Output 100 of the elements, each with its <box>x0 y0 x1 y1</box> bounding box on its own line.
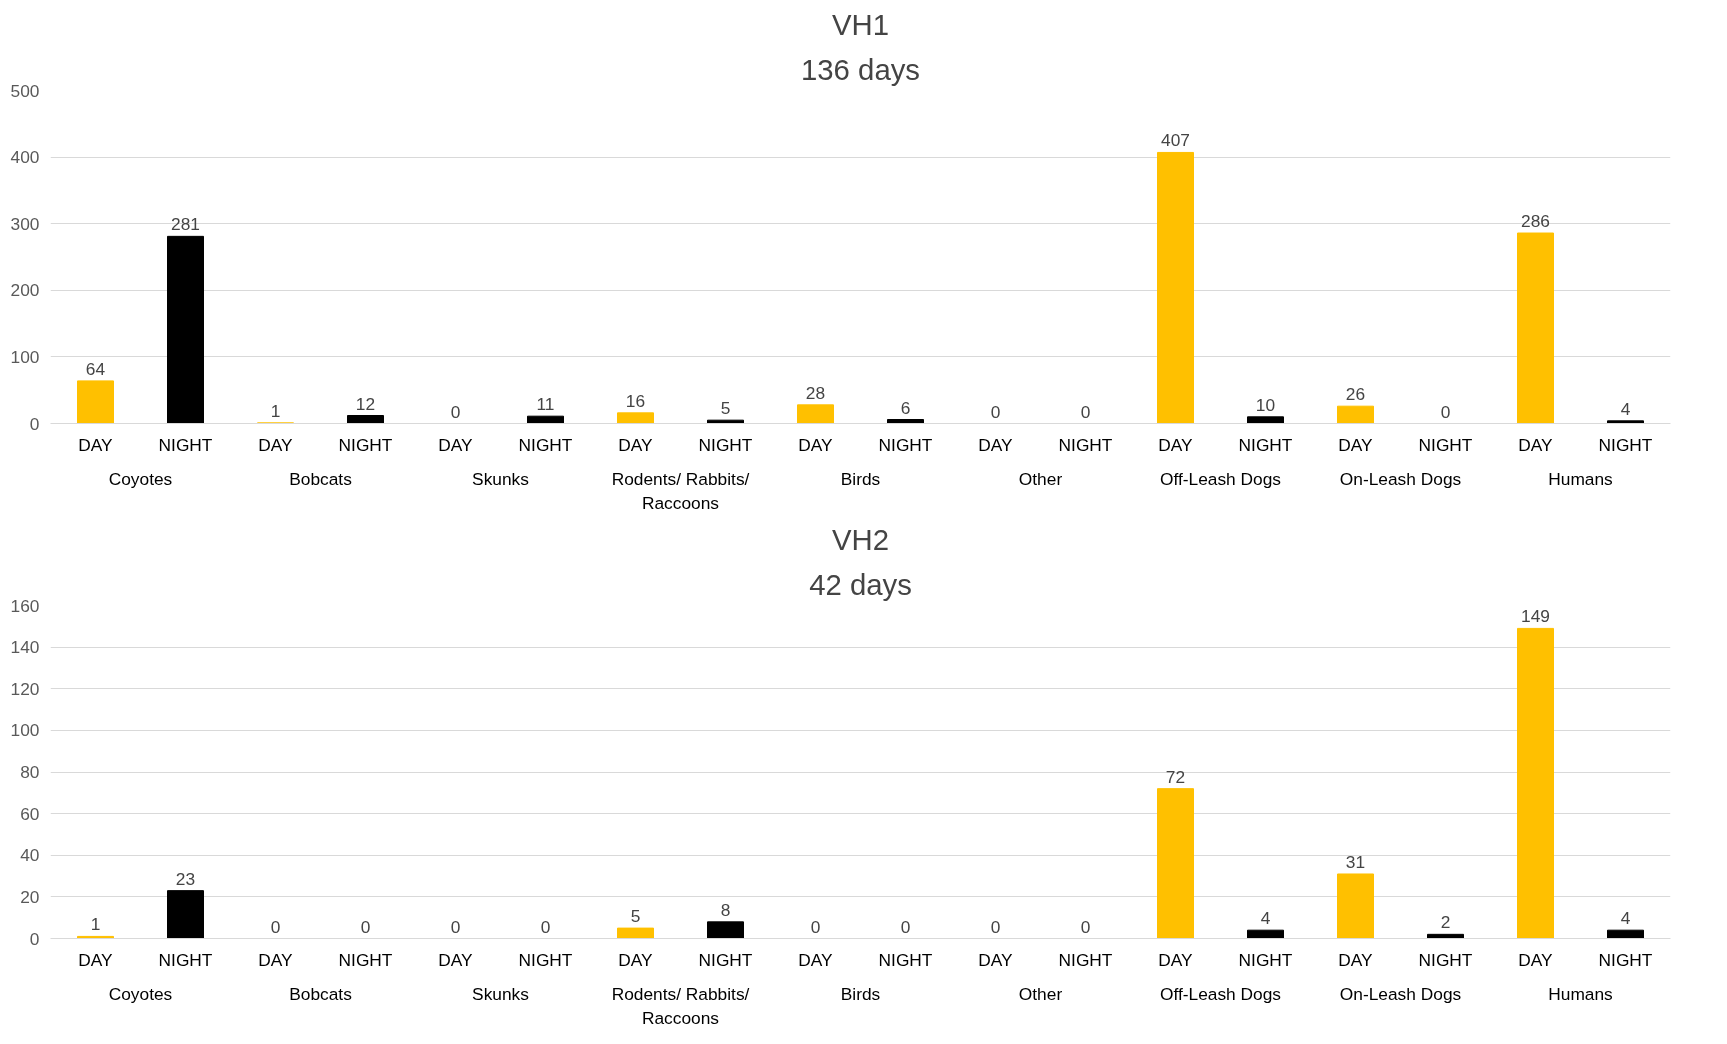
chart-subtitle: 136 days <box>800 52 921 86</box>
text: NIGHT <box>1058 949 1113 970</box>
x-tick-label: Other <box>1018 983 1063 1004</box>
x-tick-label: Off-Leash Dogs <box>1159 983 1282 1004</box>
data-label: 0 <box>810 916 821 937</box>
chart-subtitle: 42 days <box>809 567 912 601</box>
x-tick-label: Rodents/ Rabbits/ Raccoons <box>611 983 750 1028</box>
y-tick-label: 60 <box>20 803 40 824</box>
y-tick-label: 0 <box>29 413 40 434</box>
data-label: 31 <box>1345 851 1366 872</box>
y-tick-label: 120 <box>10 678 40 699</box>
y-tick-label: 300 <box>10 213 40 234</box>
text: NIGHT <box>338 949 393 970</box>
series-label: DAY <box>78 434 114 455</box>
text: NIGHT <box>518 434 573 455</box>
data-label: 0 <box>900 916 911 937</box>
y-tick-label: 100 <box>10 346 40 367</box>
data-label: 149 <box>1521 606 1550 627</box>
text: DAY <box>1338 434 1373 455</box>
x-tick-label: On-Leash Dogs <box>1339 468 1462 489</box>
text: DAY <box>1338 949 1373 970</box>
x-tick-label: Coyotes <box>108 983 173 1004</box>
text: DAY <box>1158 949 1193 970</box>
text: DAY <box>978 949 1013 970</box>
text: DAY <box>438 949 473 970</box>
data-label: 0 <box>1080 401 1091 422</box>
data-label: 4 <box>1260 908 1271 929</box>
chart-title: VH2 <box>831 522 890 556</box>
x-tick-label: Off-Leash Dogs <box>1159 468 1282 489</box>
x-tick-label: Bobcats <box>289 983 353 1004</box>
data-label: 0 <box>1080 916 1091 937</box>
data-label: 407 <box>1161 130 1190 151</box>
y-tick-label: 160 <box>10 595 40 616</box>
data-label: 0 <box>270 916 281 937</box>
data-label: 0 <box>1440 401 1451 422</box>
x-tick-label: Skunks <box>472 468 530 489</box>
text: NIGHT <box>1598 949 1653 970</box>
data-label: 12 <box>355 393 376 414</box>
data-label: 11 <box>536 394 555 415</box>
text: NIGHT <box>1238 434 1293 455</box>
data-label: 26 <box>1345 384 1366 405</box>
data-label: 2 <box>1440 912 1451 933</box>
data-label: 0 <box>360 916 371 937</box>
text: NIGHT <box>1418 949 1473 970</box>
data-label: 64 <box>85 358 106 379</box>
text: DAY <box>258 949 293 970</box>
y-tick-label: 200 <box>10 280 40 301</box>
text: NIGHT <box>338 434 393 455</box>
text: NIGHT <box>1238 949 1293 970</box>
data-label: 4 <box>1620 398 1631 419</box>
text: DAY <box>258 434 293 455</box>
x-tick-label: Rodents/ Rabbits/ Raccoons <box>611 468 750 513</box>
series-label: DAY <box>78 949 114 970</box>
data-label: 286 <box>1521 211 1550 232</box>
text: DAY <box>798 434 833 455</box>
text: NIGHT <box>1418 434 1473 455</box>
data-label: 1 <box>270 400 281 421</box>
x-tick-label: Other <box>1018 468 1063 489</box>
data-label: 10 <box>1255 394 1276 415</box>
data-label: 0 <box>990 916 1001 937</box>
text: NIGHT <box>878 949 933 970</box>
x-tick-label: Humans <box>1548 468 1614 489</box>
text: NIGHT <box>1058 434 1113 455</box>
text: DAY <box>618 434 653 455</box>
y-tick-label: 400 <box>10 147 40 168</box>
text: DAY <box>978 434 1013 455</box>
text: DAY <box>618 949 653 970</box>
data-label: 281 <box>171 214 200 235</box>
text: NIGHT <box>698 949 753 970</box>
x-tick-label: Birds <box>840 468 881 489</box>
data-label: 0 <box>990 401 1001 422</box>
y-tick-label: 20 <box>20 886 40 907</box>
data-label: 1 <box>90 914 101 935</box>
series-label: NIGHT <box>158 434 213 455</box>
text: NIGHT <box>1598 434 1653 455</box>
chart-title: VH1 <box>831 7 890 41</box>
x-tick-label: On-Leash Dogs <box>1339 983 1462 1004</box>
data-label: 4 <box>1620 908 1631 929</box>
text: DAY <box>1158 434 1193 455</box>
data-label: 6 <box>900 397 911 418</box>
text: DAY <box>438 434 473 455</box>
y-tick-label: 140 <box>10 637 40 658</box>
x-tick-label: Coyotes <box>108 468 173 489</box>
data-label: 5 <box>630 906 641 927</box>
y-tick-label: 500 <box>10 80 40 101</box>
x-tick-label: Skunks <box>472 983 530 1004</box>
text: DAY <box>1518 949 1553 970</box>
text: DAY <box>798 949 833 970</box>
data-label: 0 <box>450 401 461 422</box>
data-label: 28 <box>805 382 826 403</box>
series-label: NIGHT <box>158 949 213 970</box>
y-tick-label: 100 <box>10 720 40 741</box>
data-label: 23 <box>175 868 196 889</box>
text: NIGHT <box>878 434 933 455</box>
data-label: 0 <box>540 916 551 937</box>
data-label: 72 <box>1165 766 1186 787</box>
x-tick-label: Birds <box>840 983 881 1004</box>
data-label: 0 <box>450 916 461 937</box>
x-tick-label: Bobcats <box>289 468 353 489</box>
x-tick-label: Humans <box>1548 983 1614 1004</box>
